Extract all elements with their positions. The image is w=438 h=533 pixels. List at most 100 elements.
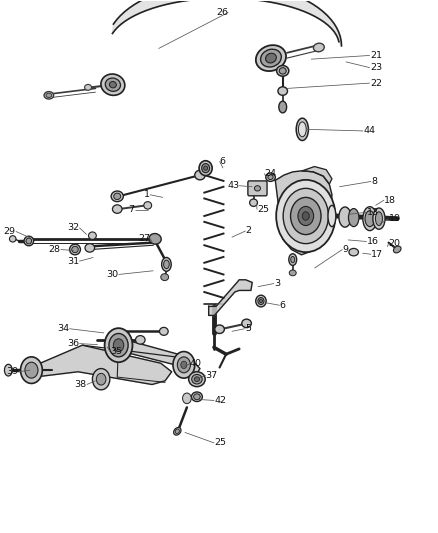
Text: 3: 3 [274,279,280,288]
Text: 39: 39 [6,367,18,376]
Ellipse shape [277,66,289,76]
FancyBboxPatch shape [248,181,267,196]
Ellipse shape [44,92,53,99]
Text: 43: 43 [227,181,239,190]
Ellipse shape [365,211,374,227]
Ellipse shape [291,256,295,263]
Text: 23: 23 [370,63,382,72]
Ellipse shape [149,233,161,244]
Ellipse shape [202,164,209,173]
Circle shape [183,393,191,403]
Ellipse shape [72,246,78,253]
Polygon shape [302,166,332,184]
Ellipse shape [114,193,121,199]
Ellipse shape [85,244,95,252]
Ellipse shape [194,394,200,400]
Ellipse shape [349,208,359,227]
Ellipse shape [162,257,171,271]
Ellipse shape [328,205,336,227]
Ellipse shape [195,170,205,180]
Ellipse shape [199,161,212,175]
Circle shape [177,357,191,373]
Text: 5: 5 [245,324,251,333]
Ellipse shape [191,392,202,401]
Polygon shape [27,345,172,384]
Text: 17: 17 [371,250,383,259]
Ellipse shape [256,295,266,307]
Ellipse shape [85,84,92,90]
Text: 25: 25 [257,205,269,214]
Text: 30: 30 [106,270,119,279]
Ellipse shape [10,236,16,242]
Text: 32: 32 [67,223,79,232]
Circle shape [290,197,321,235]
Ellipse shape [24,236,34,246]
Ellipse shape [175,429,180,433]
Text: 38: 38 [74,380,87,389]
Text: 2: 2 [246,227,252,236]
Text: 28: 28 [49,245,60,254]
Text: 22: 22 [370,78,382,87]
Circle shape [283,188,328,244]
Circle shape [109,334,128,357]
Ellipse shape [164,260,169,269]
Text: 35: 35 [110,347,122,356]
Text: 27: 27 [138,234,150,243]
Ellipse shape [268,175,273,180]
Circle shape [276,180,336,252]
Circle shape [173,352,195,378]
Circle shape [113,339,124,352]
Ellipse shape [242,319,251,328]
Ellipse shape [88,232,96,239]
Text: 9: 9 [343,245,348,254]
Circle shape [21,357,42,383]
Circle shape [25,362,38,378]
Circle shape [302,212,309,220]
Ellipse shape [373,208,385,229]
Ellipse shape [101,74,125,95]
Ellipse shape [4,365,12,376]
Ellipse shape [215,325,224,334]
Circle shape [298,206,314,225]
Ellipse shape [339,207,351,227]
Ellipse shape [254,185,261,191]
Text: 34: 34 [57,324,69,333]
Ellipse shape [256,45,286,71]
Text: 6: 6 [280,301,286,310]
Circle shape [181,361,187,368]
Text: 36: 36 [67,339,79,348]
Ellipse shape [111,191,124,201]
Circle shape [105,328,132,362]
Ellipse shape [26,238,32,244]
Ellipse shape [110,82,117,88]
Polygon shape [119,340,200,375]
Text: 42: 42 [214,396,226,405]
Polygon shape [276,171,332,255]
Ellipse shape [144,201,152,209]
Ellipse shape [289,254,297,265]
Ellipse shape [349,248,358,256]
Text: 25: 25 [214,439,226,448]
Ellipse shape [113,205,122,213]
Ellipse shape [259,300,262,303]
Ellipse shape [173,427,181,435]
Text: 20: 20 [389,239,400,248]
Ellipse shape [189,372,205,386]
Text: 6: 6 [219,157,226,166]
Ellipse shape [105,78,120,91]
Ellipse shape [258,297,264,304]
Ellipse shape [314,43,324,52]
Ellipse shape [161,273,169,280]
Circle shape [96,373,106,385]
Ellipse shape [265,53,276,63]
Text: 31: 31 [67,257,79,265]
Text: 29: 29 [4,227,16,236]
Text: 26: 26 [216,8,228,17]
Text: 16: 16 [367,237,379,246]
Ellipse shape [192,374,202,384]
Text: 24: 24 [265,169,276,178]
Ellipse shape [135,336,145,344]
Ellipse shape [279,68,286,74]
Text: 8: 8 [371,177,377,186]
Ellipse shape [296,118,308,141]
